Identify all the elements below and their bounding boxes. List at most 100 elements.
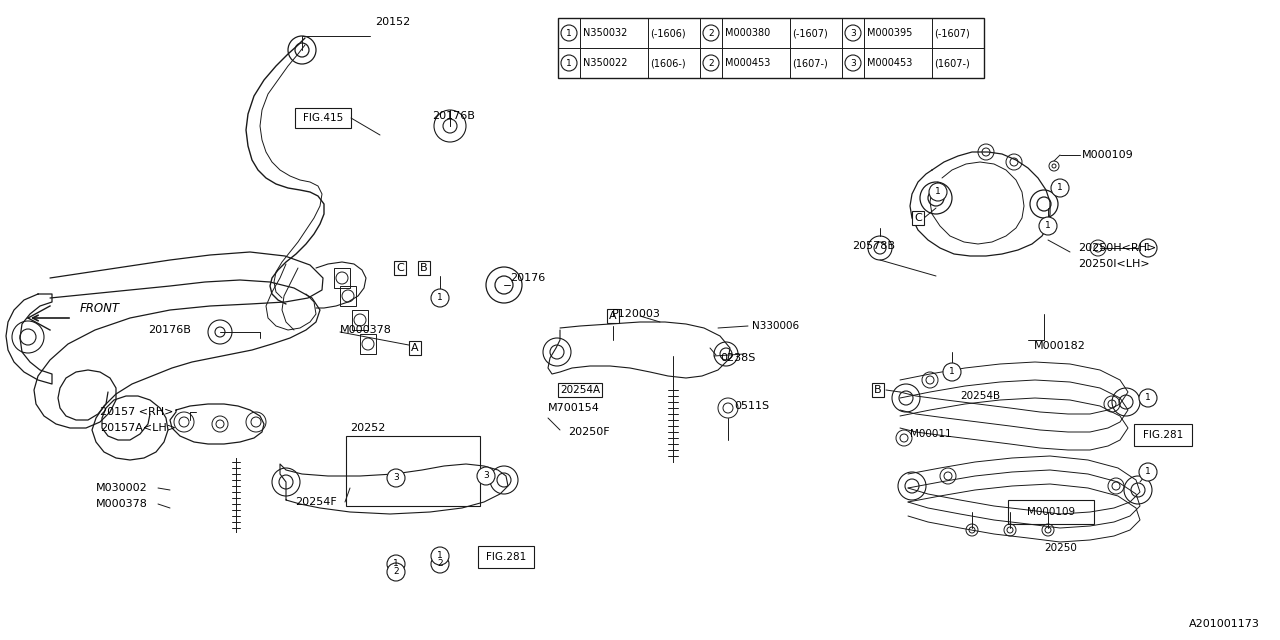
Text: M000109: M000109	[1082, 150, 1134, 160]
Text: N350032: N350032	[582, 28, 627, 38]
Text: A: A	[609, 311, 617, 321]
Circle shape	[703, 55, 719, 71]
Bar	[477, 546, 534, 568]
Circle shape	[431, 289, 449, 307]
Text: 3: 3	[483, 472, 489, 481]
Text: 1: 1	[950, 367, 955, 376]
Text: 1: 1	[1146, 467, 1151, 477]
Circle shape	[387, 469, 404, 487]
Text: 1: 1	[566, 58, 572, 67]
Text: C: C	[396, 263, 404, 273]
Text: M000182: M000182	[1034, 341, 1085, 351]
Text: B: B	[874, 385, 882, 395]
Text: (-1607): (-1607)	[934, 28, 970, 38]
Circle shape	[431, 555, 449, 573]
Text: 1: 1	[393, 559, 399, 568]
Text: M000453: M000453	[724, 58, 771, 68]
Circle shape	[703, 25, 719, 41]
Text: N350022: N350022	[582, 58, 627, 68]
Circle shape	[1139, 389, 1157, 407]
Text: M000109: M000109	[1027, 507, 1075, 517]
Text: 1: 1	[1057, 184, 1062, 193]
Text: 20250: 20250	[1044, 543, 1076, 553]
Text: 20152: 20152	[375, 17, 411, 27]
Text: 1: 1	[438, 294, 443, 303]
Text: 20176B: 20176B	[433, 111, 475, 121]
Circle shape	[387, 563, 404, 581]
Text: 20254A: 20254A	[559, 385, 600, 395]
Circle shape	[929, 183, 947, 201]
Text: M000380: M000380	[724, 28, 771, 38]
Bar	[334, 268, 349, 288]
Text: 1: 1	[1146, 394, 1151, 403]
Text: 2: 2	[708, 58, 714, 67]
Text: M700154: M700154	[548, 403, 600, 413]
Text: (-1606): (-1606)	[650, 28, 686, 38]
Text: 2: 2	[708, 29, 714, 38]
Text: 20252: 20252	[349, 423, 385, 433]
Circle shape	[943, 363, 961, 381]
Text: N330006: N330006	[753, 321, 799, 331]
Bar	[558, 18, 984, 78]
Text: 2: 2	[438, 559, 443, 568]
Text: 20176: 20176	[509, 273, 545, 283]
Circle shape	[561, 25, 577, 41]
Text: (1607-): (1607-)	[792, 58, 828, 68]
Circle shape	[1139, 463, 1157, 481]
Text: 1: 1	[438, 552, 443, 561]
Bar	[340, 286, 356, 306]
Circle shape	[561, 55, 577, 71]
Bar	[346, 436, 480, 506]
Text: 20157A<LH>: 20157A<LH>	[100, 423, 177, 433]
Circle shape	[1039, 217, 1057, 235]
Text: 1: 1	[936, 188, 941, 196]
Text: 20578B: 20578B	[852, 241, 895, 251]
Text: M030002: M030002	[96, 483, 147, 493]
Circle shape	[477, 467, 495, 485]
Text: FIG.415: FIG.415	[303, 113, 343, 123]
Text: 1: 1	[1046, 221, 1051, 230]
Text: 20157 <RH>: 20157 <RH>	[100, 407, 173, 417]
Text: 0511S: 0511S	[733, 401, 769, 411]
Text: M000453: M000453	[867, 58, 913, 68]
Text: 3: 3	[850, 29, 856, 38]
Bar	[352, 310, 369, 330]
Text: P120003: P120003	[612, 309, 660, 319]
Text: 3: 3	[850, 58, 856, 67]
Bar	[1134, 424, 1192, 446]
Text: C: C	[914, 213, 922, 223]
Text: 20254B: 20254B	[960, 391, 1000, 401]
Text: M000378: M000378	[340, 325, 392, 335]
Text: 2: 2	[393, 568, 399, 577]
Bar	[294, 108, 351, 128]
Circle shape	[845, 55, 861, 71]
Text: M000395: M000395	[867, 28, 913, 38]
Text: B: B	[420, 263, 428, 273]
Circle shape	[845, 25, 861, 41]
Text: (-1607): (-1607)	[792, 28, 828, 38]
Text: 20250F: 20250F	[568, 427, 609, 437]
Text: 3: 3	[393, 474, 399, 483]
Text: 0238S: 0238S	[719, 353, 755, 363]
Text: FIG.281: FIG.281	[1143, 430, 1183, 440]
Circle shape	[1139, 239, 1157, 257]
Text: M000378: M000378	[96, 499, 148, 509]
Text: FIG.281: FIG.281	[486, 552, 526, 562]
Text: 20176B: 20176B	[148, 325, 191, 335]
Text: 20250H<RH>: 20250H<RH>	[1078, 243, 1156, 253]
Text: (1606-): (1606-)	[650, 58, 686, 68]
Text: 1: 1	[1146, 243, 1151, 253]
Text: (1607-): (1607-)	[934, 58, 970, 68]
Text: 1: 1	[566, 29, 572, 38]
Text: A201001173: A201001173	[1189, 619, 1260, 629]
Bar	[360, 334, 376, 354]
Circle shape	[387, 555, 404, 573]
Text: 20254F: 20254F	[294, 497, 337, 507]
Text: 20250I<LH>: 20250I<LH>	[1078, 259, 1149, 269]
Circle shape	[431, 547, 449, 565]
Text: A: A	[411, 343, 419, 353]
Text: FRONT: FRONT	[79, 301, 120, 314]
Circle shape	[1051, 179, 1069, 197]
Bar	[1009, 500, 1094, 524]
Text: M00011: M00011	[910, 429, 951, 439]
